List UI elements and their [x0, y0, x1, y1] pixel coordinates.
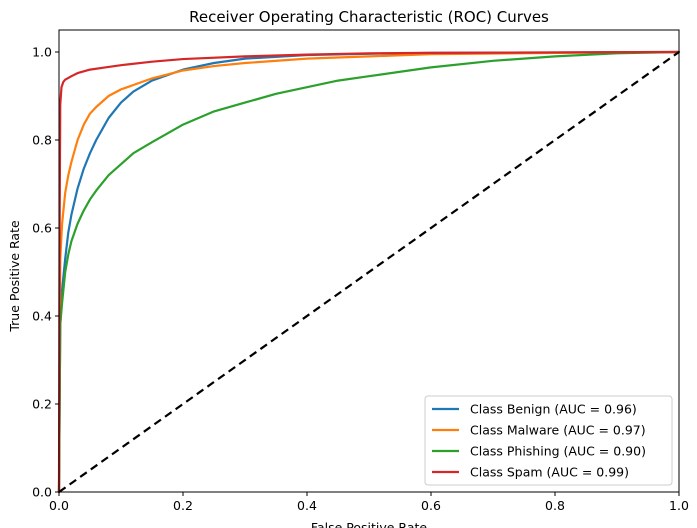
x-tick-label: 0.0: [49, 498, 69, 513]
x-axis-label: False Positive Rate: [311, 520, 427, 528]
x-tick-label: 0.6: [421, 498, 441, 513]
y-tick-label: 0.2: [32, 397, 52, 412]
y-tick-label: 0.6: [32, 221, 52, 236]
x-tick-label: 1.0: [669, 498, 689, 513]
y-tick-label: 0.8: [32, 133, 52, 148]
legend-label-3: Class Spam (AUC = 0.99): [470, 465, 629, 480]
legend: Class Benign (AUC = 0.96) Class Malware (…: [424, 395, 673, 486]
plot-frame: [58, 29, 680, 493]
legend-box: [424, 395, 673, 486]
x-tick-label: 0.4: [297, 498, 317, 513]
reference-line-group: [58, 51, 680, 493]
legend-label-0: Class Benign (AUC = 0.96): [470, 402, 637, 417]
chart-title: Receiver Operating Characteristic (ROC) …: [189, 8, 549, 26]
legend-label-2: Class Phishing (AUC = 0.90): [470, 444, 646, 459]
x-tick-label: 0.2: [173, 498, 193, 513]
series-line-2: [57, 50, 681, 494]
series-line-1: [57, 50, 681, 494]
x-axis-ticks: 0.0 0.2 0.4 0.6 0.8 1.0: [49, 492, 689, 513]
y-axis-label: True Positive Rate: [7, 220, 22, 333]
y-tick-label: 0.4: [32, 309, 52, 324]
x-tick-label: 0.8: [545, 498, 565, 513]
y-axis-ticks: 0.0 0.2 0.4 0.6 0.8 1.0: [32, 45, 59, 500]
legend-label-1: Class Malware (AUC = 0.97): [470, 423, 646, 438]
series-line-3: [57, 50, 681, 494]
y-tick-label: 0.0: [32, 485, 52, 500]
series-lines: [57, 50, 681, 494]
y-tick-label: 1.0: [32, 45, 52, 60]
reference-diagonal-line: [58, 51, 680, 493]
